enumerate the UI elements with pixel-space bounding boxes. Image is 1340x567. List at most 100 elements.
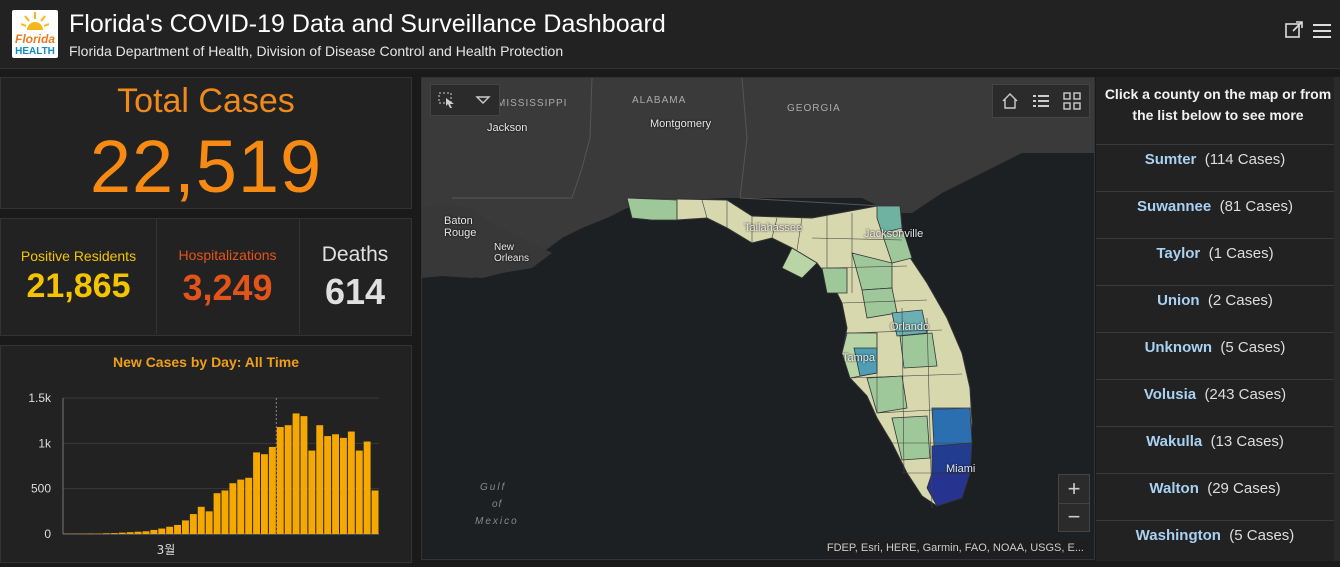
water-label-of: of xyxy=(492,499,502,510)
chart-bar[interactable] xyxy=(324,436,331,534)
county-list-item[interactable]: Sumter (114 Cases) xyxy=(1096,144,1334,191)
chart-bar[interactable] xyxy=(103,533,110,534)
chart-bar[interactable] xyxy=(119,533,126,534)
county-list-item[interactable]: Wakulla (13 Cases) xyxy=(1096,426,1334,473)
county-case-count: (81 Cases) xyxy=(1220,198,1293,215)
county-list-heading: Click a county on the map or from the li… xyxy=(1096,84,1340,126)
chart-bar[interactable] xyxy=(111,533,118,534)
chart-bar[interactable] xyxy=(293,413,300,534)
dashboard-header: Florida HEALTH Florida's COVID-19 Data a… xyxy=(0,0,1340,69)
y-tick-label: 0 xyxy=(44,527,51,541)
florida-health-logo: Florida HEALTH xyxy=(12,10,58,58)
y-tick-label: 1.5k xyxy=(28,391,52,405)
county-case-count: (243 Cases) xyxy=(1204,386,1286,403)
chart-bar[interactable] xyxy=(332,434,339,534)
chart-bar[interactable] xyxy=(198,507,205,534)
open-external-icon[interactable] xyxy=(1284,20,1304,40)
county-name: Wakulla xyxy=(1146,433,1202,450)
county-list-item[interactable]: Taylor (1 Cases) xyxy=(1096,238,1334,285)
chart-bar[interactable] xyxy=(348,432,355,534)
county-list-item[interactable]: Volusia (243 Cases) xyxy=(1096,379,1334,426)
chart-bar[interactable] xyxy=(237,480,244,534)
legend-list-icon[interactable] xyxy=(1032,92,1050,110)
county-list-item[interactable]: Union (2 Cases) xyxy=(1096,285,1334,332)
county-case-count: (13 Cases) xyxy=(1211,433,1284,450)
chart-bar[interactable] xyxy=(150,530,157,534)
home-icon[interactable] xyxy=(1001,92,1019,110)
county-map[interactable]: MISSISSIPPI ALABAMA GEORGIA Jackson Mont… xyxy=(421,77,1095,560)
y-tick-label: 1k xyxy=(38,436,52,450)
logo-text-health: HEALTH xyxy=(12,46,58,57)
chart-bar[interactable] xyxy=(229,483,236,534)
water-label-gulf: Gulf xyxy=(480,482,506,493)
page-title: Florida's COVID-19 Data and Surveillance… xyxy=(69,10,666,39)
x-tick-label: 3월 xyxy=(157,543,176,557)
county-case-count: (114 Cases) xyxy=(1205,151,1286,168)
chart-bar[interactable] xyxy=(301,416,308,534)
county-name: Unknown xyxy=(1145,339,1213,356)
county-list-item[interactable]: Unknown (5 Cases) xyxy=(1096,332,1334,379)
chart-bar[interactable] xyxy=(182,520,189,534)
chart-bar[interactable] xyxy=(135,532,142,534)
city-label-montgomery: Montgomery xyxy=(650,118,711,130)
chart-bar[interactable] xyxy=(340,438,347,534)
chart-bar[interactable] xyxy=(222,490,229,534)
chart-bar[interactable] xyxy=(174,525,181,534)
chart-bar[interactable] xyxy=(166,527,173,534)
county-list-item[interactable]: Washington (5 Cases) xyxy=(1096,520,1334,567)
county-list-item[interactable]: Suwannee (81 Cases) xyxy=(1096,191,1334,238)
chart-bar[interactable] xyxy=(277,427,284,534)
positive-residents-value: 21,865 xyxy=(1,267,156,306)
page-subtitle: Florida Department of Health, Division o… xyxy=(69,43,563,59)
chart-bar[interactable] xyxy=(253,452,260,534)
city-label-miami: Miami xyxy=(946,463,975,475)
chart-bar[interactable] xyxy=(269,447,276,534)
chart-bar[interactable] xyxy=(308,451,315,534)
chart-bar[interactable] xyxy=(158,529,165,534)
chart-bar[interactable] xyxy=(372,490,379,534)
selection-tool-icon[interactable] xyxy=(437,90,457,110)
chart-bar[interactable] xyxy=(356,451,363,534)
chevron-down-icon[interactable] xyxy=(475,92,491,108)
map-attribution[interactable]: FDEP, Esri, HERE, Garmin, FAO, NOAA, USG… xyxy=(823,541,1088,555)
new-cases-bar-chart[interactable]: 0 500 1k 1.5k 3월 xyxy=(1,346,411,562)
city-label-jacksonville: Jacksonville xyxy=(864,228,923,240)
chart-bar[interactable] xyxy=(190,514,197,534)
city-label-new-orleans: New Orleans xyxy=(494,242,539,264)
county-list-item[interactable]: Walton (29 Cases) xyxy=(1096,473,1334,520)
county-case-count: (29 Cases) xyxy=(1207,480,1280,497)
deaths-value: 614 xyxy=(299,271,411,313)
deaths-stat: Deaths 614 xyxy=(299,219,411,334)
stats-panel: Positive Residents 21,865 Hospitalizatio… xyxy=(0,218,412,336)
deaths-label: Deaths xyxy=(299,243,411,267)
county-case-count: (1 Cases) xyxy=(1209,245,1274,262)
chart-bar[interactable] xyxy=(316,425,323,534)
hospitalizations-stat: Hospitalizations 3,249 xyxy=(156,219,300,334)
chart-bar[interactable] xyxy=(245,478,252,534)
basemap-gallery-icon[interactable] xyxy=(1063,92,1081,110)
y-tick-label: 500 xyxy=(31,482,51,496)
chart-bar[interactable] xyxy=(285,425,292,534)
state-label-alabama: ALABAMA xyxy=(632,95,686,106)
chart-bar[interactable] xyxy=(206,511,213,534)
zoom-out-button[interactable]: − xyxy=(1059,503,1089,531)
chart-bar[interactable] xyxy=(364,442,371,534)
hospitalizations-label: Hospitalizations xyxy=(156,247,299,263)
county-name: Sumter xyxy=(1145,151,1197,168)
chart-bar[interactable] xyxy=(143,531,150,534)
county-list-scrollbar[interactable] xyxy=(1334,77,1340,561)
county-case-count: (2 Cases) xyxy=(1208,292,1273,309)
chart-bar[interactable] xyxy=(261,454,268,534)
zoom-in-button[interactable]: + xyxy=(1059,475,1089,504)
city-label-orlando: Orlando xyxy=(890,321,929,333)
menu-icon[interactable] xyxy=(1312,20,1332,40)
map-select-toolbar xyxy=(430,84,500,116)
county-name: Washington xyxy=(1136,527,1221,544)
map-widget-toolbar xyxy=(992,84,1090,118)
county-case-count: (5 Cases) xyxy=(1229,527,1294,544)
county-name: Volusia xyxy=(1144,386,1196,403)
zoom-controls: + − xyxy=(1058,474,1090,532)
chart-bar[interactable] xyxy=(127,532,134,534)
chart-bar[interactable] xyxy=(214,493,221,534)
